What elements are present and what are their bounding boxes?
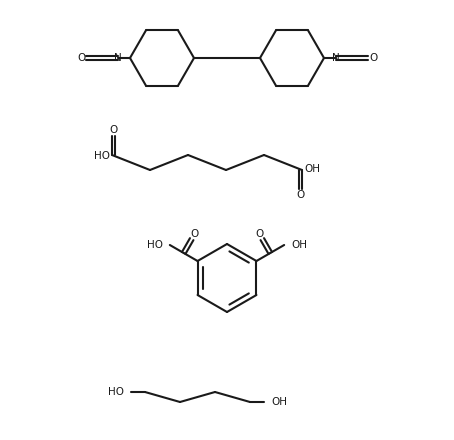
Text: N: N bbox=[332, 53, 340, 63]
Text: OH: OH bbox=[271, 397, 287, 407]
Text: O: O bbox=[77, 53, 85, 63]
Text: O: O bbox=[109, 125, 118, 135]
Text: HO: HO bbox=[147, 240, 163, 250]
Text: OH: OH bbox=[304, 164, 320, 174]
Text: HO: HO bbox=[108, 387, 124, 397]
Text: N: N bbox=[114, 53, 122, 63]
Text: O: O bbox=[191, 229, 199, 238]
Text: OH: OH bbox=[291, 240, 307, 250]
Text: O: O bbox=[255, 229, 263, 238]
Text: O: O bbox=[296, 190, 305, 200]
Text: HO: HO bbox=[94, 151, 110, 161]
Text: O: O bbox=[369, 53, 377, 63]
